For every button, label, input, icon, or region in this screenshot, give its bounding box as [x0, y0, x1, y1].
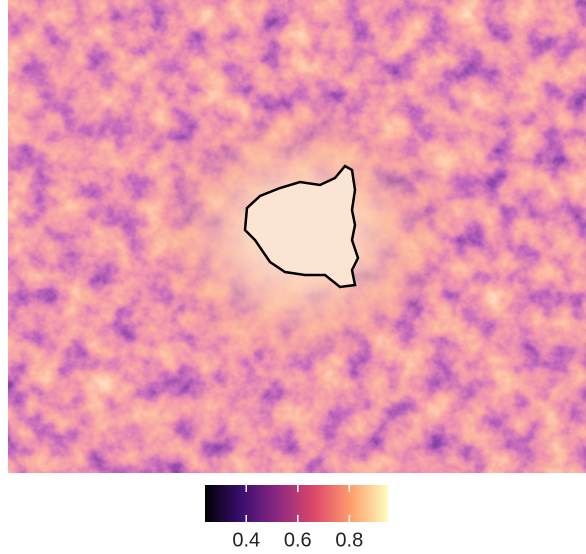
- tick-label: 0.4: [232, 529, 260, 551]
- tick-label: 0.6: [284, 529, 312, 551]
- colorbar: [205, 485, 388, 522]
- page: 0.40.60.8 (() => { const data = JSON.par…: [0, 0, 586, 554]
- map-figure: 0.4 0.6 0.8: [0, 0, 586, 554]
- tick-label: 0.8: [335, 529, 363, 551]
